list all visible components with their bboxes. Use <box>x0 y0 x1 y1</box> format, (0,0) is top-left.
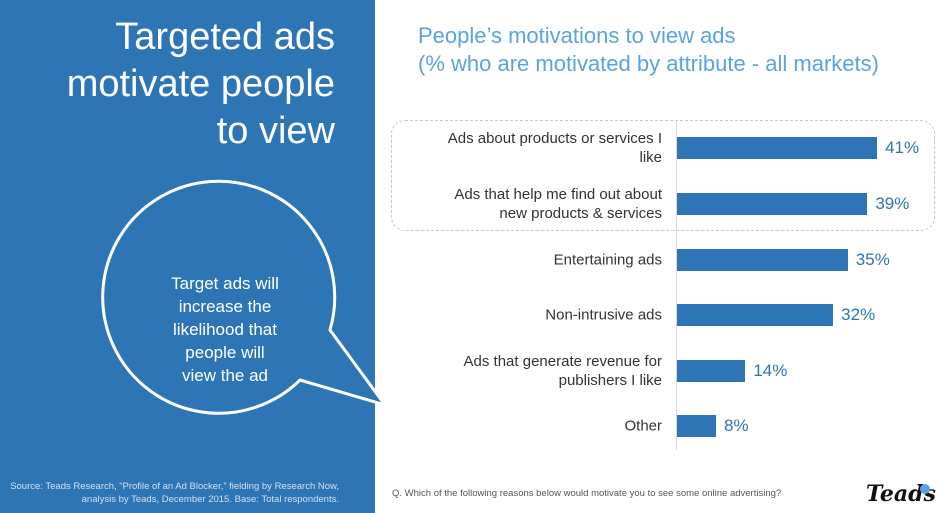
bar <box>677 415 717 437</box>
bubble-line: increase the <box>178 297 272 316</box>
bar <box>677 193 868 215</box>
bar <box>677 304 834 326</box>
bubble-line: people will <box>185 343 265 362</box>
value-label: 41% <box>885 138 920 157</box>
category-label-line: Entertaining ads <box>553 251 662 269</box>
bubble-line: likelihood that <box>173 320 277 339</box>
highlight-box <box>391 120 935 231</box>
category-label-line: like <box>639 149 662 166</box>
category-label-line: publishers I like <box>558 372 662 389</box>
speech-bubble-icon <box>101 179 387 415</box>
source-note: Source: Teads Research, “Profile of an A… <box>10 480 339 506</box>
survey-question: Q. Which of the following reasons below … <box>392 488 782 499</box>
left-panel: Targeted ads motivate people to view Tar… <box>0 0 387 513</box>
category-label: Ads about products or services I like <box>412 129 662 167</box>
value-label: 32% <box>841 305 876 324</box>
bubble-line: Target ads will <box>171 274 279 293</box>
category-label: Ads that help me find out about new produ… <box>412 185 662 223</box>
value-label: 8% <box>724 416 749 435</box>
headline: Targeted ads motivate people to view <box>67 14 335 155</box>
value-label: 14% <box>753 361 788 380</box>
headline-line: to view <box>216 110 335 152</box>
headline-line: motivate people <box>66 63 335 105</box>
category-label: Entertaining ads <box>412 251 662 270</box>
bubble-line: view the ad <box>182 366 268 385</box>
category-label: Other <box>412 417 662 436</box>
y-axis-line <box>676 120 677 450</box>
headline-line: Targeted ads <box>115 16 335 58</box>
category-label: Ads that generate revenue for publishers … <box>412 352 662 390</box>
bar <box>677 249 848 271</box>
chart-subtitle-line: (% who are motivated by attribute - all … <box>418 51 879 76</box>
chart-title: People’s motivations to view ads (% who … <box>418 22 879 78</box>
value-label: 39% <box>875 194 910 213</box>
category-label-line: Ads that generate revenue for <box>463 353 662 370</box>
logo-badge-icon <box>920 484 930 494</box>
chart-title-line: People’s motivations to view ads <box>418 23 736 48</box>
category-label-line: Ads about products or services I <box>447 130 662 147</box>
source-line: Source: Teads Research, “Profile of an A… <box>10 481 339 492</box>
speech-bubble-text: Target ads will increase the likelihood … <box>140 272 310 387</box>
category-label-line: Non-intrusive ads <box>545 306 662 324</box>
bar <box>677 360 746 382</box>
category-label-line: new products & services <box>499 205 662 222</box>
bar <box>677 137 878 159</box>
value-label: 35% <box>855 250 890 269</box>
category-label: Non-intrusive ads <box>412 306 662 325</box>
category-label-line: Other <box>624 417 662 435</box>
category-label-line: Ads that help me find out about <box>454 186 662 203</box>
source-line: analysis by Teads, December 2015. Base: … <box>81 494 339 505</box>
